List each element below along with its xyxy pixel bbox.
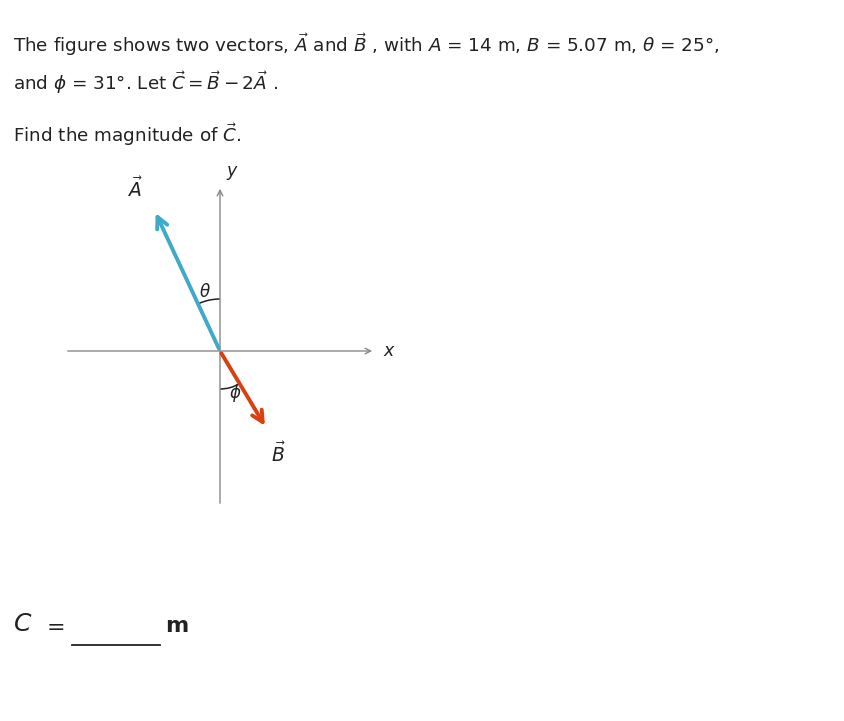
Text: $\theta$: $\theta$ [199, 283, 211, 301]
Text: Find the magnitude of $\vec{C}$.: Find the magnitude of $\vec{C}$. [13, 121, 241, 148]
Text: $\vec{A}$: $\vec{A}$ [127, 177, 143, 200]
Text: $=$: $=$ [42, 616, 65, 636]
Text: m: m [165, 616, 188, 636]
Text: $y$: $y$ [226, 164, 239, 182]
Text: The figure shows two vectors, $\vec{A}$ and $\vec{B}$ , with $A$ = 14 m, $B$ = 5: The figure shows two vectors, $\vec{A}$ … [13, 31, 719, 58]
Text: and $\phi$ = 31°. Let $\vec{C} = \vec{B} - 2\vec{A}$ .: and $\phi$ = 31°. Let $\vec{C} = \vec{B}… [13, 69, 278, 96]
Text: $C$: $C$ [13, 612, 32, 636]
Text: $x$: $x$ [383, 342, 396, 360]
Text: $\vec{B}$: $\vec{B}$ [272, 442, 286, 466]
Text: $\phi$: $\phi$ [229, 382, 241, 404]
